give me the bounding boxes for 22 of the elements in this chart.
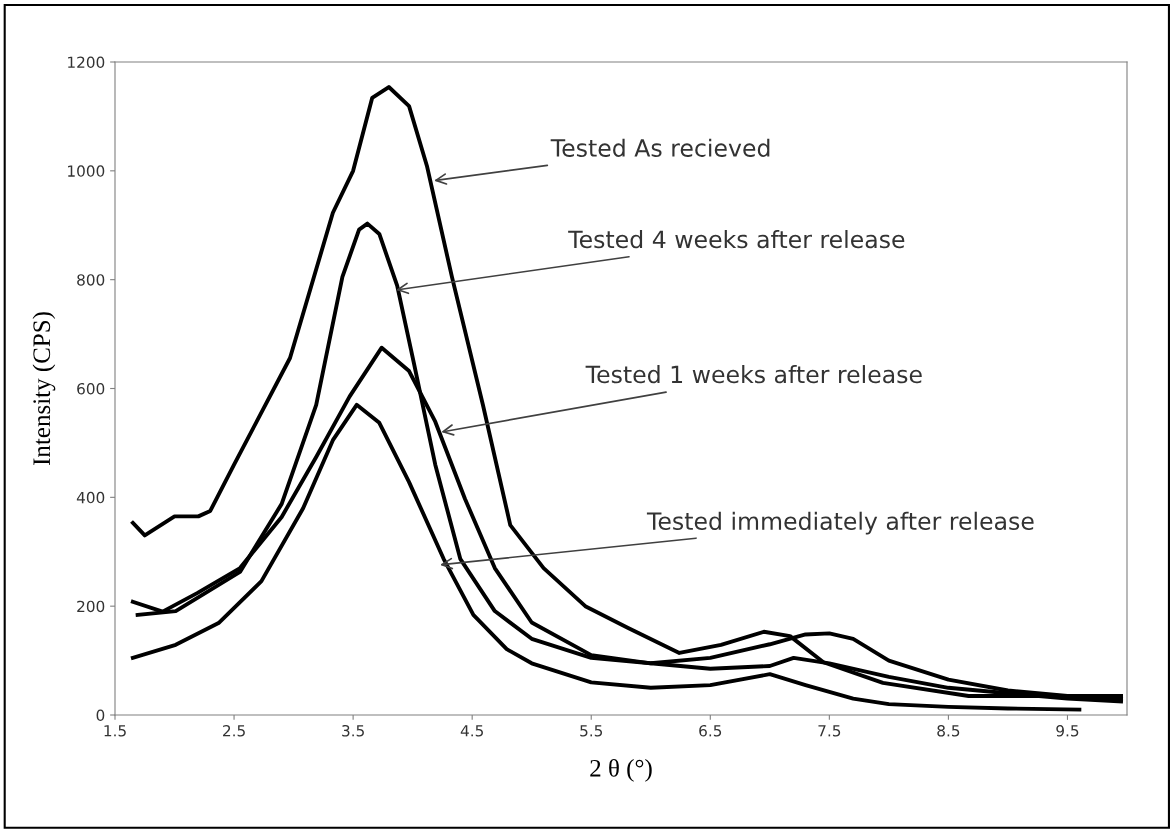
x-tick-label: 8.5 — [937, 724, 960, 737]
y-tick-label: 200 — [77, 600, 105, 613]
x-tick-label: 1.5 — [104, 725, 126, 737]
annotation: Tested 1 weeks after release — [585, 365, 922, 384]
y-tick-label: 400 — [76, 491, 105, 504]
annotation: Tested immediately after release — [646, 511, 1034, 535]
x-tick-label: 7.5 — [818, 725, 841, 737]
y-tick-label: 600 — [77, 382, 105, 395]
x-tick-label: 2.5 — [223, 724, 245, 737]
x-tick-label: 9.5 — [1056, 724, 1079, 737]
y-tick-label: 800 — [77, 274, 105, 286]
annotation: Tested 4 weeks after release — [568, 229, 905, 249]
annotation: Tested As recieved — [550, 138, 770, 157]
x-tick-label: 6.5 — [699, 724, 722, 737]
x-axis-title: 2 θ (°) — [590, 758, 652, 782]
y-tick-label: 0 — [96, 709, 105, 722]
x-tick-label: 4.5 — [460, 725, 483, 737]
x-tick-label: 3.5 — [342, 724, 364, 737]
y-tick-label: 1000 — [68, 165, 105, 177]
x-tick-label: 5.5 — [580, 725, 603, 737]
y-axis-title: Intensity (CPS) — [32, 312, 56, 466]
y-tick-label: 1200 — [68, 56, 105, 69]
